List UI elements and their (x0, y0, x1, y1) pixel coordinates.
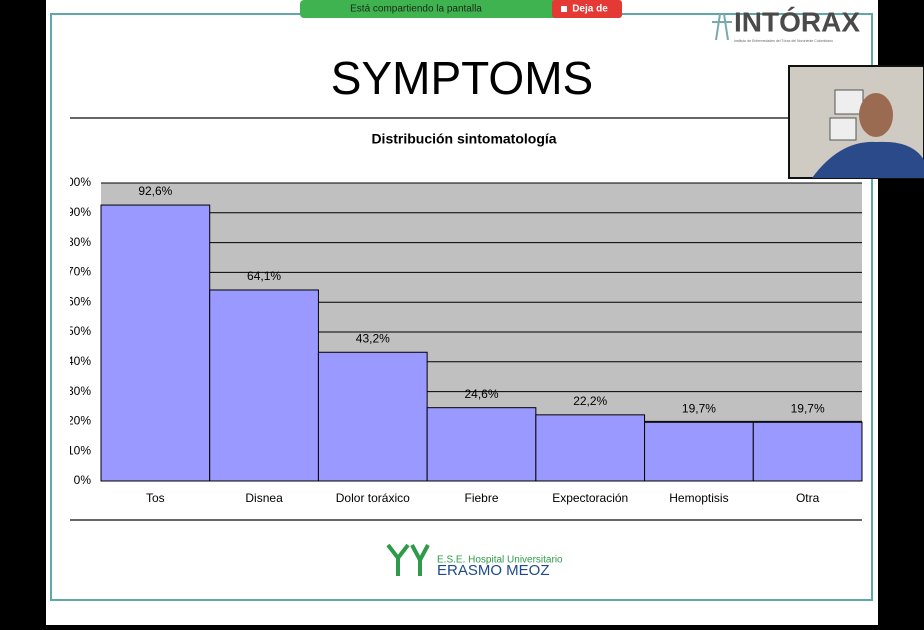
share-bar (300, 0, 622, 18)
stop-share-button[interactable] (552, 0, 622, 18)
slide-title: SYMPTOMS (331, 52, 593, 104)
y-tick-label: 100% (60, 175, 91, 189)
logo-icon (712, 13, 732, 41)
x-tick-label: Hemoptisis (669, 491, 728, 505)
logo-name: INTÓRAX (734, 6, 860, 37)
logo-subtitle: Instituto de Enfermedades del Tórax del … (734, 39, 833, 43)
y-tick-label: 90% (67, 205, 91, 219)
x-tick-label: Fiebre (464, 491, 498, 505)
y-tick-label: 40% (67, 354, 91, 368)
bar (317, 351, 428, 482)
value-label: 92,6% (138, 184, 172, 198)
value-label: 22,2% (573, 394, 607, 408)
x-tick-label: Expectoración (552, 491, 628, 505)
stop-icon (561, 6, 567, 12)
y-tick-label: 0% (74, 473, 92, 487)
x-tick-label: Tos (146, 491, 165, 505)
footer-logo-icon (386, 543, 430, 576)
footer-line2: ERASMO MEOZ (437, 562, 550, 579)
y-tick-label: 20% (67, 414, 91, 428)
x-tick-label: Dolor toráxico (336, 491, 410, 505)
bar (752, 421, 863, 482)
value-label: 43,2% (356, 331, 390, 345)
y-tick-label: 70% (67, 265, 91, 279)
bar (644, 421, 754, 482)
bar (535, 414, 646, 482)
x-tick-label: Disnea (245, 491, 283, 505)
share-status: Está compartiendo la pantalla (350, 4, 482, 15)
y-tick-label: 60% (67, 294, 91, 308)
value-label: 19,7% (791, 401, 825, 415)
value-label: 19,7% (682, 401, 716, 415)
value-label: 64,1% (247, 269, 281, 283)
bar (426, 407, 537, 482)
value-label: 24,6% (464, 387, 498, 401)
webcam-view (788, 65, 924, 179)
y-tick-label: 30% (67, 384, 91, 398)
bar (209, 289, 319, 482)
x-tick-label: Otra (796, 491, 820, 505)
bar (100, 204, 211, 482)
stop-share-label[interactable]: Deja de (572, 4, 608, 15)
chart-title: Distribución sintomatología (371, 131, 556, 147)
y-tick-label: 50% (67, 324, 91, 338)
y-tick-label: 80% (67, 235, 91, 249)
chart: 0% 10% 20% 30% 40% 50% 60% 70% 80% 90% 100% 92,6% To… (60, 175, 863, 505)
y-tick-label: 10% (67, 443, 91, 457)
footer-line1: E.S.E. Hospital Universitario (437, 555, 563, 566)
